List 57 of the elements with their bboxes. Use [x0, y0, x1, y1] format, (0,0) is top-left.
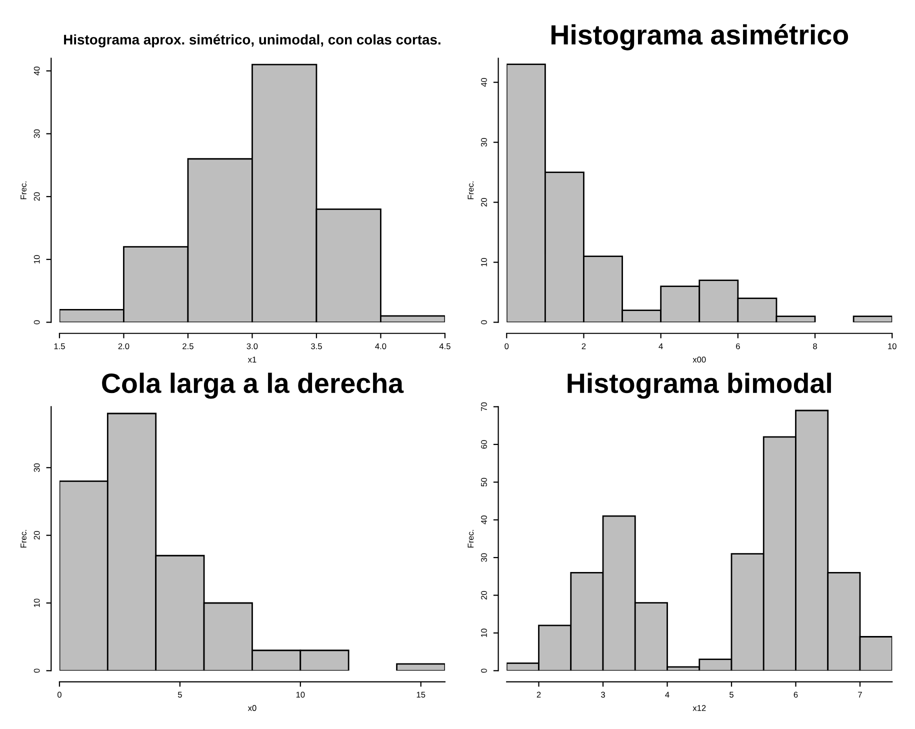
y-tick-label: 10: [481, 258, 487, 266]
y-tick-label: 20: [34, 192, 40, 201]
y-tick-label: 20: [481, 590, 487, 600]
y-axis-title: Frec.: [20, 530, 26, 548]
x-tick-label: 2: [536, 692, 541, 698]
x-tick-label: 3.5: [310, 343, 322, 350]
y-axis-title: Frec.: [20, 182, 26, 200]
x-tick-label: 6: [736, 343, 740, 350]
x-tick-label: 4: [665, 692, 670, 698]
y-axis-title: Frec.: [468, 182, 474, 200]
x-tick-label: 3.0: [246, 343, 258, 350]
x-tick-label: 10: [888, 343, 896, 350]
x-axis-title: x12: [692, 705, 706, 711]
y-tick-label: 20: [34, 531, 40, 540]
x-tick-label: 0: [504, 343, 509, 350]
x-tick-label: 7: [858, 692, 862, 698]
x-tick-label: 0: [57, 692, 62, 698]
y-tick-label: 30: [481, 138, 487, 147]
y-axis-title: Frec.: [468, 530, 474, 548]
x-tick-label: 10: [296, 692, 305, 698]
y-tick-label: 10: [34, 598, 40, 607]
x-tick-label: 4.5: [439, 343, 450, 350]
y-tick-label: 60: [481, 440, 487, 449]
x-tick-label: 1.5: [54, 343, 65, 350]
chart-title: Cola larga a la derecha: [102, 372, 404, 399]
x-tick-label: 6: [794, 692, 798, 698]
y-tick-label: 70: [481, 402, 487, 411]
y-tick-label: 40: [34, 66, 40, 76]
x-tick-label: 5: [730, 692, 734, 698]
x-tick-label: 4.0: [375, 343, 386, 350]
y-tick-label: 0: [34, 320, 40, 324]
chart-title: Histograma asimétrico: [552, 24, 848, 50]
y-tick-label: 0: [481, 320, 487, 324]
y-tick-label: 40: [481, 516, 487, 524]
y-tick-label: 0: [481, 668, 487, 673]
x-tick-label: 2: [582, 343, 586, 350]
x-tick-label: 15: [416, 692, 426, 698]
y-tick-label: 30: [481, 553, 487, 562]
y-tick-label: 10: [481, 628, 487, 637]
x-axis-title: x00: [692, 356, 706, 363]
y-tick-label: 10: [34, 255, 40, 264]
y-tick-label: 30: [34, 129, 40, 138]
y-tick-label: 20: [481, 198, 487, 207]
y-tick-label: 40: [481, 78, 487, 87]
y-tick-label: 50: [481, 478, 487, 486]
x-tick-label: 3: [601, 692, 605, 698]
x-tick-label: 8: [813, 343, 817, 350]
y-tick-label: 0: [34, 668, 40, 673]
x-tick-label: 2.5: [182, 343, 194, 350]
chart-title: Histograma bimodal: [568, 372, 831, 399]
x-tick-label: 2.0: [118, 343, 130, 350]
x-tick-label: 5: [178, 692, 182, 698]
y-tick-label: 30: [34, 463, 40, 472]
x-tick-label: 4: [658, 343, 663, 350]
x-axis-title: x1: [248, 356, 256, 362]
x-axis-title: x0: [248, 705, 256, 711]
chart-title: Histograma aprox. simétrico, unimodal, con colas cortas.: [64, 34, 440, 48]
